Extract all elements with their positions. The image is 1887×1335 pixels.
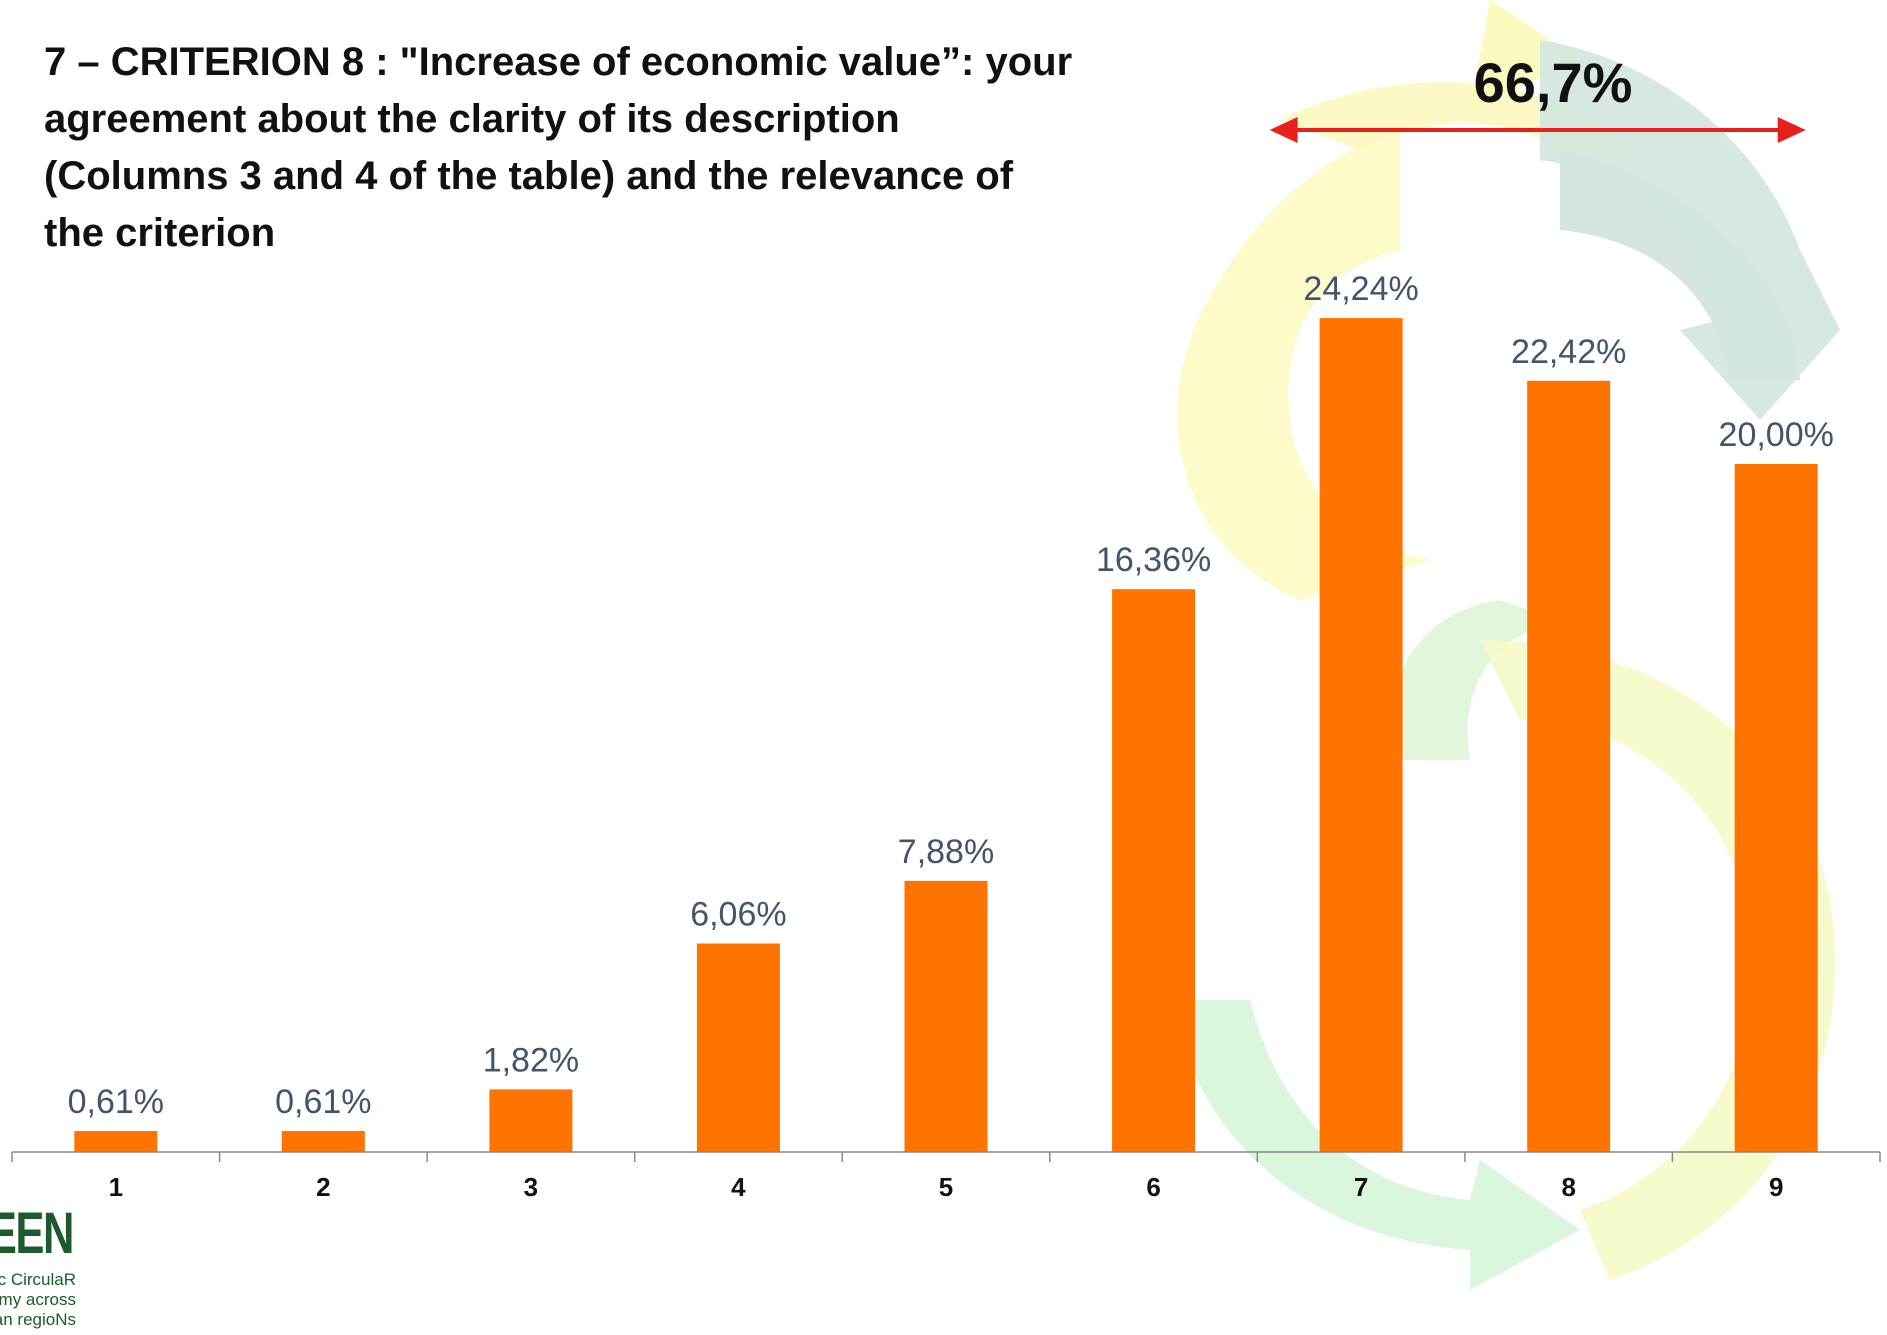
logo-tagline-1: rgic CirculaR [0,1270,76,1289]
teal-arrow-body [1540,40,1840,420]
title-line-1: 7 – CRITERION 8 : "Increase of economic … [44,40,1073,84]
value-label-3: 1,82% [483,1041,579,1079]
bar-8 [1527,380,1611,1152]
green-arrow-upper [1388,600,1560,760]
logo-tagline-3: pean regioNs [0,1310,76,1329]
value-label-7: 24,24% [1303,270,1418,308]
title-line-3: (Columns 3 and 4 of the table) and the r… [44,154,1014,198]
bar-6 [1112,589,1196,1152]
value-label-8: 22,42% [1511,333,1626,371]
bar-1 [74,1131,158,1152]
x-tick-label-5: 5 [939,1172,953,1202]
x-tick-labels-group: 1 2 3 4 5 6 7 8 9 [109,1172,1784,1202]
title-line-4: the criterion [44,211,276,255]
bar-5 [904,880,988,1152]
x-tick-label-4: 4 [731,1172,746,1202]
highlight-arrow-right-head [1777,117,1806,143]
value-label-1: 0,61% [68,1083,164,1121]
highlight-arrow-left-head [1269,117,1298,143]
bar-9 [1734,464,1818,1152]
highlight-range-arrow [1269,117,1806,143]
x-tick-label-3: 3 [524,1172,538,1202]
value-labels-group: 0,61% 0,61% 1,82% 6,06% 7,88% 16,36% 24,24% 22,… [68,270,1834,1121]
x-tick-label-6: 6 [1146,1172,1160,1202]
value-label-4: 6,06% [690,896,786,934]
x-ticks-group [11,1152,1881,1162]
highlight-percentage-label: 66,7% [1473,51,1633,114]
yellow-arrow-shape [1177,130,1430,600]
value-label-2: 0,61% [275,1083,371,1121]
bars-group [74,318,1818,1153]
value-label-9: 20,00% [1719,416,1834,454]
x-tick-label-9: 9 [1769,1172,1783,1202]
logo-wordmark: REEN [0,1201,74,1266]
green-arrow-shape [1170,1000,1580,1290]
value-label-5: 7,88% [898,833,994,871]
bar-3 [489,1089,573,1152]
bar-2 [281,1131,365,1152]
x-tick-label-1: 1 [109,1172,123,1202]
yellow-arrow-tip [1470,0,1580,110]
logo-tagline-2: omy across [0,1290,76,1309]
bar-7 [1319,318,1403,1153]
project-logo: REEN rgic CirculaR omy across pean regio… [0,1200,90,1335]
bar-4 [696,943,780,1152]
x-tick-label-8: 8 [1561,1172,1575,1202]
x-tick-label-2: 2 [316,1172,330,1202]
title-line-2: agreement about the clarity of its descr… [44,97,900,141]
value-label-6: 16,36% [1096,541,1211,579]
x-tick-label-7: 7 [1354,1172,1368,1202]
chart-title: 7 – CRITERION 8 : "Increase of economic … [44,34,1124,262]
